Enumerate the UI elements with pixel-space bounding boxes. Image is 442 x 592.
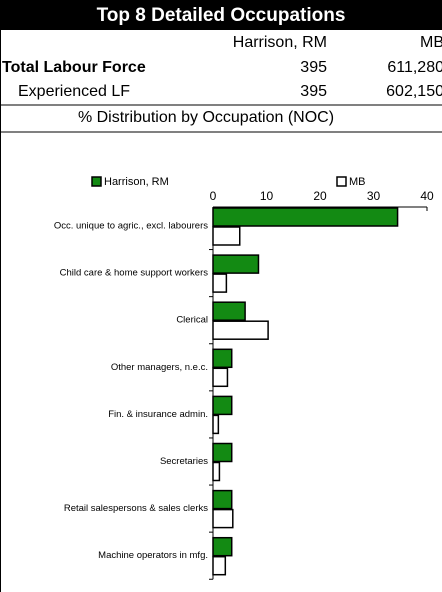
y-tick-label: Retail salespersons & sales clerks	[64, 503, 208, 514]
x-tick-label: 30	[367, 189, 381, 203]
cell: 395	[300, 59, 327, 76]
cell: 611,280	[387, 59, 442, 76]
bar	[212, 489, 233, 510]
bar	[212, 273, 228, 293]
row-label: Total Labour Force	[2, 59, 146, 76]
bar	[212, 254, 260, 274]
bar	[212, 555, 227, 576]
title-bar	[0, 0, 442, 30]
bar	[212, 226, 241, 246]
bar	[212, 207, 399, 227]
y-tick-label: Machine operators in mfg.	[98, 550, 208, 561]
legend-label: Harrison, RM	[104, 176, 169, 188]
bar	[212, 414, 220, 435]
cell: 602,150	[386, 83, 442, 100]
bar	[212, 320, 269, 340]
y-tick-label: Child care & home support workers	[60, 268, 209, 279]
title: Top 8 Detailed Occupations	[97, 5, 346, 26]
cell: 395	[300, 83, 327, 100]
y-tick-label: Other managers, n.e.c.	[111, 362, 208, 373]
y-tick-label: Occ. unique to agric., excl. labourers	[54, 221, 208, 232]
x-tick-label: 20	[313, 189, 327, 203]
bar	[212, 461, 221, 482]
bar	[212, 301, 246, 321]
bar	[212, 536, 233, 557]
bar	[212, 508, 234, 529]
legend-label: MB	[349, 176, 366, 188]
legend-swatch	[91, 176, 102, 187]
bar	[212, 395, 233, 416]
y-tick-label: Secretaries	[160, 456, 208, 467]
row-label: Experienced LF	[18, 83, 130, 100]
column-header: MB	[420, 34, 442, 51]
bar	[212, 348, 233, 369]
y-tick-label: Fin. & insurance admin.	[108, 409, 208, 420]
y-tick-label: Clerical	[176, 315, 208, 326]
x-tick-label: 10	[260, 189, 274, 203]
x-tick-label: 40	[420, 189, 434, 203]
section-title: % Distribution by Occupation (NOC)	[78, 109, 334, 126]
x-tick-label: 0	[210, 189, 217, 203]
legend-swatch	[336, 176, 347, 187]
bar	[212, 442, 233, 463]
column-header: Harrison, RM	[233, 34, 327, 51]
bar	[212, 367, 229, 388]
